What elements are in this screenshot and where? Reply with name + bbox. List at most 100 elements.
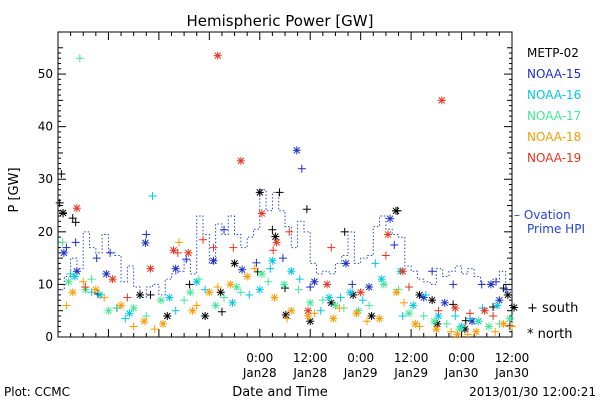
north-point bbox=[440, 298, 449, 307]
south-point bbox=[148, 192, 157, 201]
north-point bbox=[329, 314, 338, 323]
ovation-step-line bbox=[58, 189, 513, 299]
south-point bbox=[294, 285, 303, 294]
north-point bbox=[91, 285, 100, 294]
north-point bbox=[156, 296, 165, 305]
south-point bbox=[106, 248, 115, 257]
south-point bbox=[474, 317, 483, 326]
north-point bbox=[141, 238, 150, 247]
south-point bbox=[491, 327, 500, 336]
south-point bbox=[71, 218, 80, 227]
north-point bbox=[437, 96, 446, 105]
y-tick-label: 10 bbox=[38, 277, 53, 291]
north-point bbox=[510, 303, 519, 312]
x-tick-label-date: Jan29 bbox=[343, 366, 378, 380]
y-tick-label: 0 bbox=[45, 330, 53, 344]
south-point bbox=[220, 225, 229, 234]
south-point bbox=[75, 54, 84, 63]
north-point bbox=[411, 319, 420, 328]
south-point bbox=[236, 288, 245, 297]
north-point bbox=[292, 146, 301, 155]
x-tick-label-time: 12:00 bbox=[394, 351, 429, 365]
south-point bbox=[264, 277, 273, 286]
north-point bbox=[209, 256, 218, 265]
north-point bbox=[255, 188, 264, 197]
legend-ovation-line2: Prime HPI bbox=[527, 222, 585, 236]
north-point bbox=[129, 304, 138, 313]
south-point bbox=[175, 238, 184, 247]
south-point bbox=[358, 296, 367, 305]
north-point bbox=[117, 301, 126, 310]
x-tick-label-time: 12:00 bbox=[495, 351, 530, 365]
south-point bbox=[419, 311, 428, 320]
south-point bbox=[57, 169, 66, 178]
x-tick-label-date: Jan28 bbox=[242, 366, 277, 380]
south-point bbox=[434, 306, 443, 315]
north-point bbox=[409, 301, 418, 310]
south-point bbox=[449, 280, 458, 289]
north-point bbox=[383, 230, 392, 239]
north-point bbox=[499, 319, 508, 328]
north-point bbox=[331, 301, 340, 310]
north-point bbox=[472, 327, 481, 336]
north-point bbox=[391, 206, 400, 215]
south-point bbox=[465, 309, 474, 318]
south-point bbox=[477, 280, 486, 289]
south-point bbox=[415, 322, 424, 331]
south-point bbox=[220, 293, 229, 302]
south-point bbox=[362, 317, 371, 326]
north-point bbox=[216, 288, 225, 297]
north-point bbox=[213, 51, 222, 60]
south-point bbox=[335, 304, 344, 313]
north-point bbox=[108, 275, 117, 284]
south-point bbox=[252, 258, 261, 267]
south-point bbox=[316, 306, 325, 315]
y-tick-label: 20 bbox=[38, 225, 53, 239]
y-axis: 0 10 20 30 40 50 bbox=[38, 47, 512, 344]
north-point bbox=[96, 290, 105, 299]
north-point bbox=[287, 306, 296, 315]
south-point bbox=[461, 316, 470, 325]
legend-entry: NOAA-15 bbox=[527, 67, 581, 81]
south-point bbox=[199, 235, 208, 244]
south-point bbox=[71, 238, 80, 247]
south-point bbox=[112, 304, 121, 313]
x-tick-label-time: 12:00 bbox=[293, 351, 328, 365]
north-point bbox=[146, 264, 155, 273]
south-point bbox=[348, 280, 357, 289]
north-point bbox=[306, 298, 315, 307]
x-tick-label-date: Jan30 bbox=[494, 366, 529, 380]
north-point bbox=[268, 256, 277, 265]
x-tick-label-date: Jan29 bbox=[393, 366, 428, 380]
north-point bbox=[205, 288, 214, 297]
x-tick-label-time: 0:00 bbox=[347, 351, 374, 365]
south-point bbox=[295, 275, 304, 284]
north-point bbox=[503, 290, 512, 299]
south-point bbox=[87, 288, 96, 297]
south-point bbox=[449, 300, 458, 309]
south-point bbox=[192, 301, 201, 310]
north-point bbox=[398, 267, 407, 276]
north-point bbox=[415, 290, 424, 299]
south-point bbox=[399, 298, 408, 307]
south-point bbox=[269, 246, 278, 255]
north-point bbox=[375, 314, 384, 323]
north-point bbox=[188, 306, 197, 315]
south-point bbox=[489, 311, 498, 320]
north-point bbox=[386, 214, 395, 223]
north-point bbox=[428, 296, 437, 305]
south-point bbox=[310, 309, 319, 318]
ovation-prime-hpi-line bbox=[58, 189, 513, 299]
north-point bbox=[272, 238, 281, 247]
x-tick-label-date: Jan30 bbox=[444, 366, 479, 380]
south-point bbox=[213, 283, 222, 292]
chart-title: Hemispheric Power [GW] bbox=[187, 12, 374, 30]
north-point bbox=[257, 209, 266, 218]
south-point bbox=[121, 314, 130, 323]
north-point bbox=[453, 330, 462, 339]
north-point bbox=[255, 285, 264, 294]
north-point bbox=[102, 269, 111, 278]
north-point bbox=[104, 306, 113, 315]
south-point bbox=[173, 248, 182, 257]
south-point bbox=[508, 322, 516, 331]
